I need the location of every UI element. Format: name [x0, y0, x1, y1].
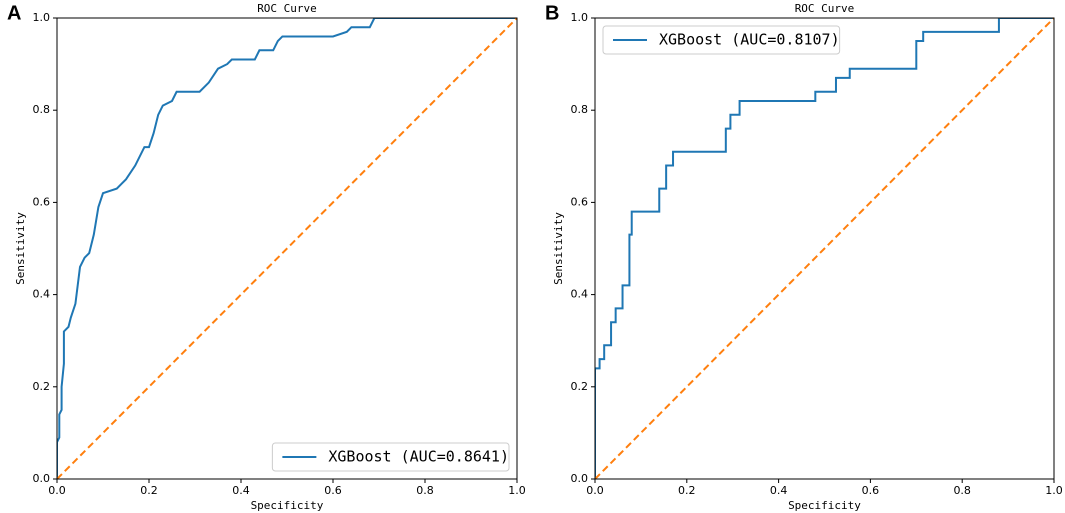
plot-frame: [56, 17, 518, 480]
x-tick-label: 0.4: [770, 484, 788, 497]
y-tick-label: 0.0: [33, 472, 51, 485]
chart-title: ROC Curve: [795, 2, 855, 15]
y-axis-label: Sensitivity: [14, 212, 27, 285]
legend: XGBoost (AUC=0.8641): [271, 442, 510, 472]
roc-line: [595, 18, 1054, 479]
x-tick-label: 0.8: [416, 484, 434, 497]
x-tick-label: 0.0: [48, 484, 66, 497]
y-tick-label: 0.4: [33, 288, 51, 301]
legend-box: [271, 442, 510, 472]
y-tick-label: 0.6: [571, 195, 589, 208]
legend-label: XGBoost (AUC=0.8641): [328, 448, 509, 466]
x-tick-label: 0.4: [232, 484, 250, 497]
x-tick-label: 0.6: [862, 484, 880, 497]
y-tick-label: 0.8: [571, 103, 589, 116]
roc-line: [57, 18, 517, 479]
y-tick-label: 0.4: [571, 288, 589, 301]
legend-label: XGBoost (AUC=0.8107): [659, 31, 840, 49]
panel-label: B: [545, 2, 559, 24]
y-tick-label: 0.8: [33, 103, 51, 116]
y-tick-label: 0.2: [33, 380, 51, 393]
roc-line: [595, 18, 1054, 479]
roc-line: [57, 18, 517, 479]
y-tick-label: 0.0: [571, 472, 589, 485]
x-axis-label: Specificity: [788, 499, 861, 512]
x-tick-label: 0.2: [140, 484, 158, 497]
y-tick-label: 1.0: [33, 11, 51, 24]
x-tick-label: 1.0: [508, 484, 526, 497]
legend-box: [602, 25, 841, 55]
panel-label: A: [7, 2, 21, 24]
x-tick-label: 0.0: [586, 484, 604, 497]
plot-frame: [594, 17, 1055, 480]
x-axis-label: Specificity: [251, 499, 324, 512]
y-tick-label: 1.0: [571, 11, 589, 24]
x-tick-label: 1.0: [1045, 484, 1063, 497]
y-tick-label: 0.2: [571, 380, 589, 393]
y-axis-label: Sensitivity: [552, 212, 565, 285]
legend: XGBoost (AUC=0.8107): [602, 25, 841, 55]
y-tick-label: 0.6: [33, 195, 51, 208]
x-tick-label: 0.2: [678, 484, 696, 497]
x-tick-label: 0.6: [324, 484, 342, 497]
chart-title: ROC Curve: [257, 2, 317, 15]
x-tick-label: 0.8: [953, 484, 971, 497]
